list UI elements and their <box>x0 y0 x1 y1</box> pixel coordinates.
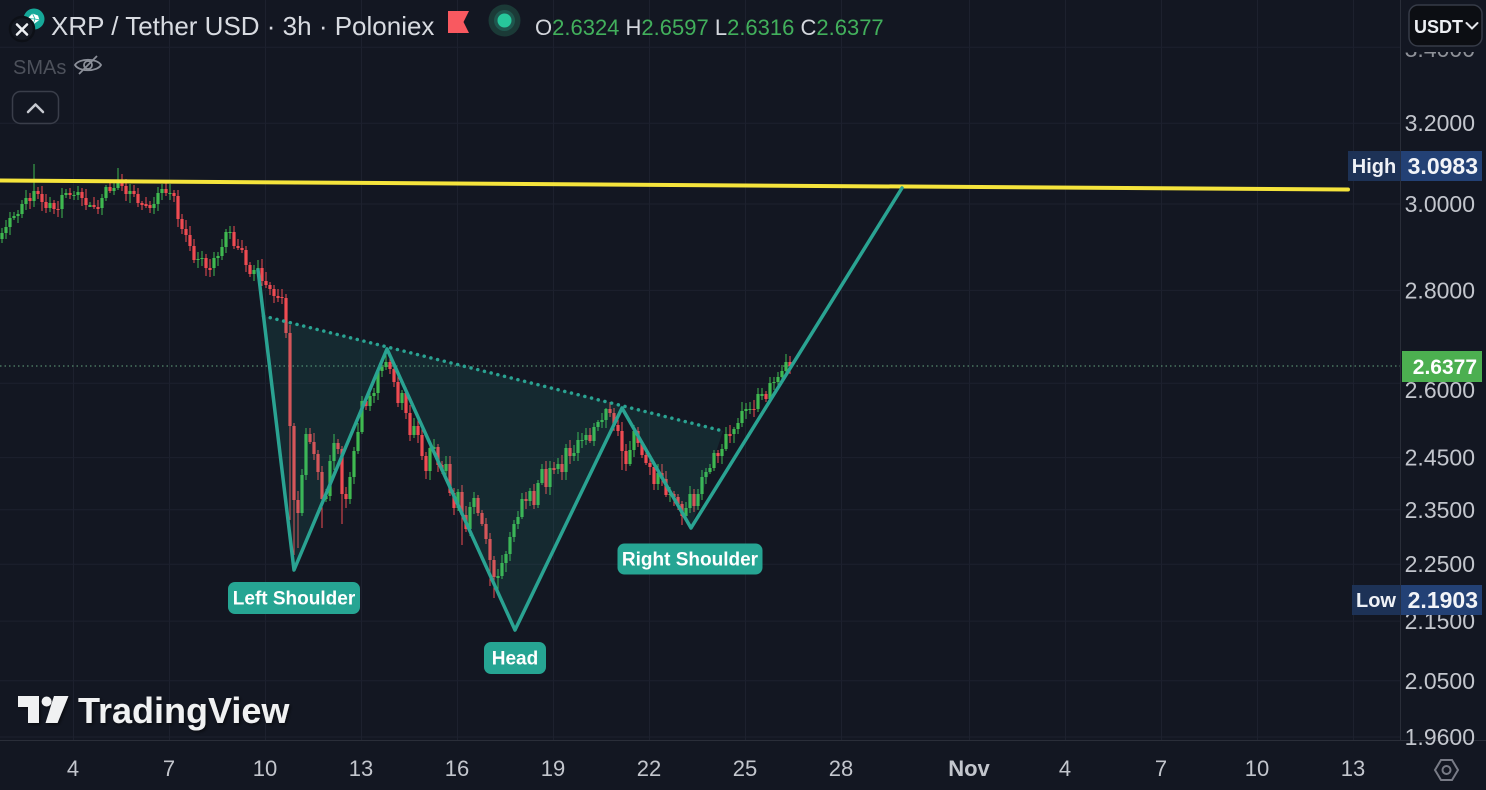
svg-text:3.2000: 3.2000 <box>1405 110 1475 136</box>
svg-text:Left Shoulder: Left Shoulder <box>233 589 356 610</box>
svg-text:4: 4 <box>67 756 79 781</box>
svg-text:Right Shoulder: Right Shoulder <box>622 550 759 571</box>
svg-text:2.6377: 2.6377 <box>1413 356 1477 379</box>
svg-text:USDT: USDT <box>1414 17 1463 37</box>
svg-text:7: 7 <box>163 756 175 781</box>
svg-text:16: 16 <box>445 756 469 781</box>
svg-text:13: 13 <box>1341 756 1365 781</box>
svg-text:3.0983: 3.0983 <box>1408 153 1478 179</box>
svg-text:10: 10 <box>253 756 277 781</box>
svg-text:4: 4 <box>1059 756 1071 781</box>
svg-text:2.3500: 2.3500 <box>1405 497 1475 523</box>
svg-text:Nov: Nov <box>948 756 990 781</box>
svg-text:1.9600: 1.9600 <box>1405 724 1475 750</box>
svg-text:10: 10 <box>1245 756 1269 781</box>
svg-text:25: 25 <box>733 756 757 781</box>
svg-text:3.0000: 3.0000 <box>1405 191 1475 217</box>
svg-text:XRP / Tether USD · 3h · Poloni: XRP / Tether USD · 3h · Poloniex <box>51 11 434 41</box>
svg-text:High: High <box>1352 156 1396 178</box>
svg-text:Head: Head <box>492 649 538 670</box>
svg-text:28: 28 <box>829 756 853 781</box>
svg-text:O2.6324 H2.6597 L2.6316 C2.637: O2.6324 H2.6597 L2.6316 C2.6377 <box>535 15 884 40</box>
svg-text:2.4500: 2.4500 <box>1405 445 1475 471</box>
svg-text:2.0500: 2.0500 <box>1405 668 1475 694</box>
svg-text:2.8000: 2.8000 <box>1405 277 1475 303</box>
svg-text:2.2500: 2.2500 <box>1405 551 1475 577</box>
svg-text:19: 19 <box>541 756 565 781</box>
svg-text:7: 7 <box>1155 756 1167 781</box>
svg-text:13: 13 <box>349 756 373 781</box>
svg-text:22: 22 <box>637 756 661 781</box>
svg-text:2.1903: 2.1903 <box>1408 587 1478 613</box>
svg-text:TradingView: TradingView <box>78 690 290 731</box>
svg-text:3.4000: 3.4000 <box>1405 36 1475 62</box>
svg-text:SMAs: SMAs <box>13 57 66 79</box>
svg-text:Low: Low <box>1356 590 1396 612</box>
